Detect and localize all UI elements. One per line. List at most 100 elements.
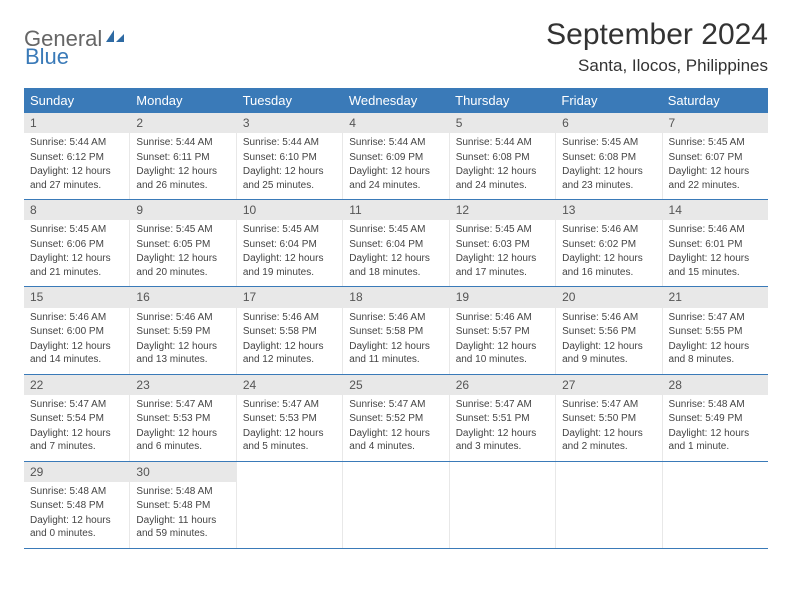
day-headers-row: SundayMondayTuesdayWednesdayThursdayFrid… — [24, 88, 768, 113]
sunset-line: Sunset: 6:12 PM — [30, 151, 123, 165]
sunset-line: Sunset: 5:55 PM — [669, 325, 762, 339]
daylight-line: Daylight: 12 hours and 24 minutes. — [456, 165, 549, 192]
sunrise-line: Sunrise: 5:47 AM — [669, 311, 762, 325]
day-cell: 24Sunrise: 5:47 AMSunset: 5:53 PMDayligh… — [237, 375, 343, 461]
day-number: 18 — [343, 287, 448, 307]
daylight-line: Daylight: 12 hours and 24 minutes. — [349, 165, 442, 192]
day-number: 16 — [130, 287, 235, 307]
daylight-line: Daylight: 12 hours and 25 minutes. — [243, 165, 336, 192]
daylight-line: Daylight: 12 hours and 7 minutes. — [30, 427, 123, 454]
day-cell-empty — [663, 462, 768, 548]
day-cell: 13Sunrise: 5:46 AMSunset: 6:02 PMDayligh… — [556, 200, 662, 286]
day-number: 10 — [237, 200, 342, 220]
sunrise-line: Sunrise: 5:47 AM — [562, 398, 655, 412]
day-body: Sunrise: 5:47 AMSunset: 5:51 PMDaylight:… — [450, 395, 555, 461]
day-body: Sunrise: 5:46 AMSunset: 5:58 PMDaylight:… — [343, 308, 448, 374]
sunrise-line: Sunrise: 5:44 AM — [136, 136, 229, 150]
day-cell: 30Sunrise: 5:48 AMSunset: 5:48 PMDayligh… — [130, 462, 236, 548]
sunrise-line: Sunrise: 5:45 AM — [562, 136, 655, 150]
day-body: Sunrise: 5:44 AMSunset: 6:10 PMDaylight:… — [237, 133, 342, 199]
daylight-line: Daylight: 12 hours and 6 minutes. — [136, 427, 229, 454]
sunrise-line: Sunrise: 5:44 AM — [30, 136, 123, 150]
daylight-line: Daylight: 12 hours and 12 minutes. — [243, 340, 336, 367]
day-number: 27 — [556, 375, 661, 395]
day-number: 2 — [130, 113, 235, 133]
daylight-line: Daylight: 12 hours and 27 minutes. — [30, 165, 123, 192]
day-body: Sunrise: 5:46 AMSunset: 6:02 PMDaylight:… — [556, 220, 661, 286]
week-row: 29Sunrise: 5:48 AMSunset: 5:48 PMDayligh… — [24, 462, 768, 549]
day-number: 19 — [450, 287, 555, 307]
sunset-line: Sunset: 5:58 PM — [349, 325, 442, 339]
daylight-line: Daylight: 12 hours and 2 minutes. — [562, 427, 655, 454]
sunset-line: Sunset: 5:57 PM — [456, 325, 549, 339]
sunset-line: Sunset: 6:05 PM — [136, 238, 229, 252]
sunrise-line: Sunrise: 5:46 AM — [562, 311, 655, 325]
week-row: 22Sunrise: 5:47 AMSunset: 5:54 PMDayligh… — [24, 375, 768, 462]
sunset-line: Sunset: 6:00 PM — [30, 325, 123, 339]
day-number: 6 — [556, 113, 661, 133]
daylight-line: Daylight: 12 hours and 4 minutes. — [349, 427, 442, 454]
day-cell: 21Sunrise: 5:47 AMSunset: 5:55 PMDayligh… — [663, 287, 768, 373]
daylight-line: Daylight: 12 hours and 15 minutes. — [669, 252, 762, 279]
day-header: Thursday — [449, 88, 555, 113]
day-cell: 28 Sunrise: 5:48 AMSunset: 5:49 PMDayligh… — [663, 375, 768, 461]
sunrise-line: Sunrise: 5:46 AM — [456, 311, 549, 325]
daylight-line: Daylight: 12 hours and 1 minute. — [669, 427, 762, 454]
day-cell: 6Sunrise: 5:45 AMSunset: 6:08 PMDaylight… — [556, 113, 662, 199]
sunset-line: Sunset: 6:04 PM — [349, 238, 442, 252]
sunset-line: Sunset: 5:53 PM — [136, 412, 229, 426]
sunset-line: Sunset: 6:01 PM — [669, 238, 762, 252]
header: General September 2024 Santa, Ilocos, Ph… — [24, 18, 768, 76]
day-number: 13 — [556, 200, 661, 220]
sunrise-line: Sunrise: 5:45 AM — [243, 223, 336, 237]
sunset-line: Sunset: 6:09 PM — [349, 151, 442, 165]
day-cell: 18Sunrise: 5:46 AMSunset: 5:58 PMDayligh… — [343, 287, 449, 373]
day-number: 21 — [663, 287, 768, 307]
day-cell: 22Sunrise: 5:47 AMSunset: 5:54 PMDayligh… — [24, 375, 130, 461]
day-cell-empty — [237, 462, 343, 548]
day-number: 24 — [237, 375, 342, 395]
sunset-line: Sunset: 5:48 PM — [136, 499, 229, 513]
sunrise-line: Sunrise: 5:46 AM — [349, 311, 442, 325]
sunrise-line: Sunrise: 5:48 AM — [669, 398, 762, 412]
day-number: 11 — [343, 200, 448, 220]
daylight-line: Daylight: 12 hours and 14 minutes. — [30, 340, 123, 367]
day-cell-empty — [450, 462, 556, 548]
day-body: Sunrise: 5:46 AMSunset: 6:01 PMDaylight:… — [663, 220, 768, 286]
location: Santa, Ilocos, Philippines — [546, 56, 768, 76]
day-body: Sunrise: 5:46 AMSunset: 5:57 PMDaylight:… — [450, 308, 555, 374]
sunset-line: Sunset: 5:51 PM — [456, 412, 549, 426]
day-body: Sunrise: 5:47 AMSunset: 5:55 PMDaylight:… — [663, 308, 768, 374]
day-body: Sunrise: 5:47 AMSunset: 5:53 PMDaylight:… — [130, 395, 235, 461]
day-header: Sunday — [24, 88, 130, 113]
day-number: 28 — [663, 375, 768, 395]
day-number: 25 — [343, 375, 448, 395]
day-number: 26 — [450, 375, 555, 395]
day-cell: 27Sunrise: 5:47 AMSunset: 5:50 PMDayligh… — [556, 375, 662, 461]
daylight-line: Daylight: 12 hours and 26 minutes. — [136, 165, 229, 192]
day-cell: 12Sunrise: 5:45 AMSunset: 6:03 PMDayligh… — [450, 200, 556, 286]
sunrise-line: Sunrise: 5:48 AM — [30, 485, 123, 499]
day-cell: 25Sunrise: 5:47 AMSunset: 5:52 PMDayligh… — [343, 375, 449, 461]
sunset-line: Sunset: 5:49 PM — [669, 412, 762, 426]
day-number: 15 — [24, 287, 129, 307]
day-cell-empty — [343, 462, 449, 548]
sunrise-line: Sunrise: 5:47 AM — [243, 398, 336, 412]
day-cell: 9Sunrise: 5:45 AMSunset: 6:05 PMDaylight… — [130, 200, 236, 286]
day-cell: 4Sunrise: 5:44 AMSunset: 6:09 PMDaylight… — [343, 113, 449, 199]
sunrise-line: Sunrise: 5:44 AM — [349, 136, 442, 150]
day-number: 8 — [24, 200, 129, 220]
daylight-line: Daylight: 12 hours and 10 minutes. — [456, 340, 549, 367]
day-number: 1 — [24, 113, 129, 133]
week-row: 1Sunrise: 5:44 AMSunset: 6:12 PMDaylight… — [24, 113, 768, 200]
daylight-line: Daylight: 12 hours and 17 minutes. — [456, 252, 549, 279]
sunset-line: Sunset: 6:10 PM — [243, 151, 336, 165]
sunrise-line: Sunrise: 5:47 AM — [349, 398, 442, 412]
sunset-line: Sunset: 6:04 PM — [243, 238, 336, 252]
logo-sail-icon — [104, 26, 126, 52]
day-body: Sunrise: 5:45 AMSunset: 6:05 PMDaylight:… — [130, 220, 235, 286]
daylight-line: Daylight: 12 hours and 16 minutes. — [562, 252, 655, 279]
day-body: Sunrise: 5:46 AMSunset: 6:00 PMDaylight:… — [24, 308, 129, 374]
day-cell: 10Sunrise: 5:45 AMSunset: 6:04 PMDayligh… — [237, 200, 343, 286]
day-body: Sunrise: 5:44 AMSunset: 6:09 PMDaylight:… — [343, 133, 448, 199]
